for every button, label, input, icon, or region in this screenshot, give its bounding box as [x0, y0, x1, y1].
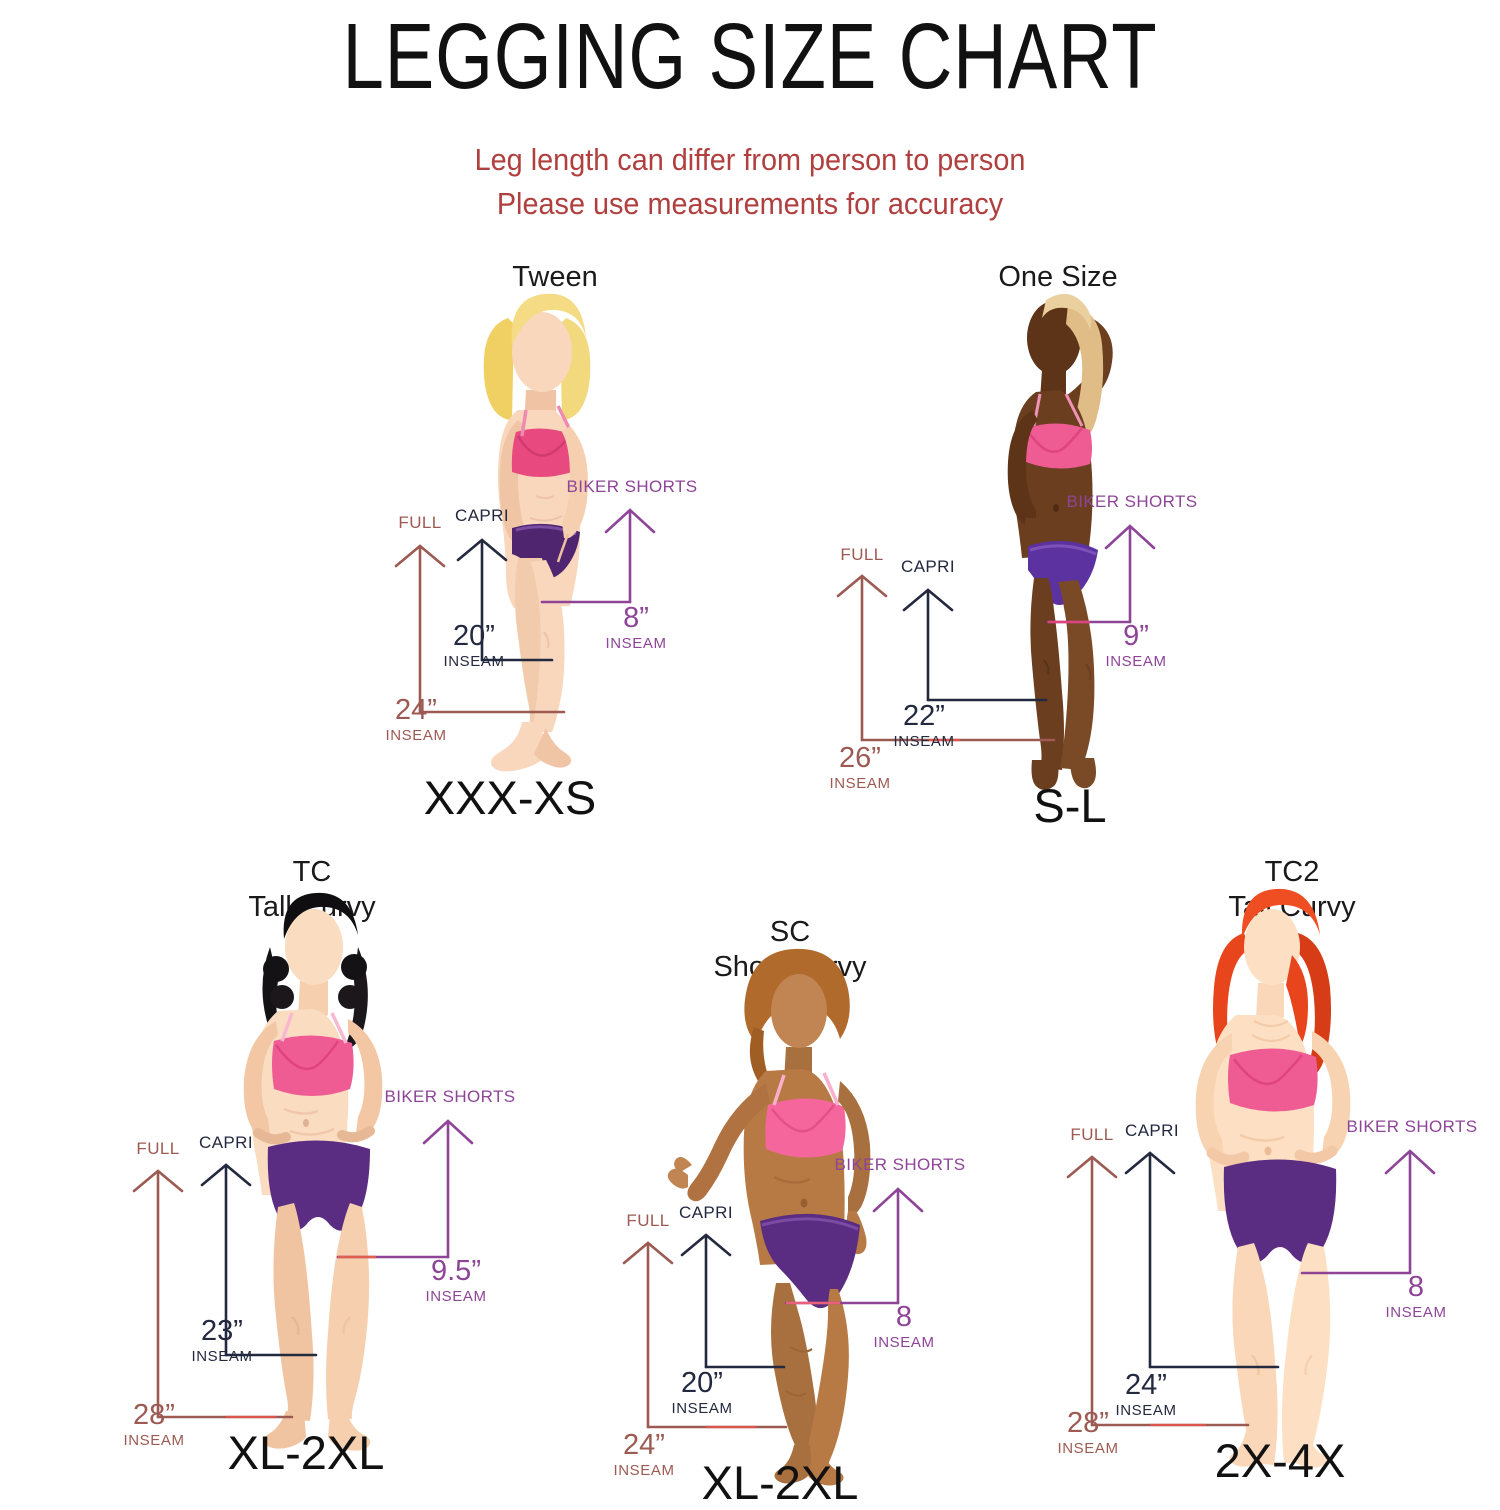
- legend-capri-tween: CAPRI: [455, 506, 509, 525]
- legend-biker-short-curvy: BIKER SHORTS: [834, 1155, 966, 1174]
- full-inseam-tall-curvy: 28” INSEAM: [123, 1401, 184, 1452]
- legend-biker-one-size: BIKER SHORTS: [1066, 492, 1198, 511]
- size-label-tall-curvy: XL-2XL: [227, 1426, 385, 1479]
- full-inseam-value: 24”: [395, 694, 437, 726]
- inseam-word: INSEAM: [1057, 1440, 1119, 1457]
- biker-inseam-one-size: 9” INSEAM: [1105, 622, 1166, 673]
- full-inseam-value: 26”: [839, 742, 881, 774]
- inseam-word: INSEAM: [829, 775, 891, 792]
- biker-inseam-value: 8: [1407, 1271, 1425, 1303]
- capri-inseam-tall-curvy: 23” INSEAM: [191, 1317, 252, 1368]
- full-inseam-short-curvy: 24” INSEAM: [613, 1431, 674, 1482]
- legend-full-short-curvy: FULL: [626, 1211, 670, 1230]
- capri-inseam-tween: 20” INSEAM: [443, 622, 504, 673]
- legend-full-tween: FULL: [398, 513, 442, 532]
- biker-inseam-tall-curvy-2: 8 INSEAM: [1385, 1273, 1446, 1324]
- capri-inseam-value: 20”: [681, 1367, 723, 1399]
- legend-capri-short-curvy: CAPRI: [679, 1203, 733, 1222]
- inseam-word: INSEAM: [443, 653, 505, 670]
- page-title: LEGGING SIZE CHART: [342, 4, 1158, 108]
- full-inseam-value: 24”: [623, 1429, 665, 1461]
- figure-title-tween: Tween: [512, 261, 598, 293]
- inseam-word: INSEAM: [1105, 653, 1167, 670]
- inseam-word: INSEAM: [191, 1348, 253, 1365]
- capri-inseam-value: 23”: [201, 1315, 243, 1347]
- inseam-word: INSEAM: [873, 1334, 935, 1351]
- capri-inseam-value: 20”: [453, 620, 495, 652]
- figure-panel-tall-curvy-2: TC2 Tall Curvy: [1040, 855, 1490, 1487]
- inseam-word: INSEAM: [613, 1462, 675, 1479]
- biker-inseam-tween: 8” INSEAM: [605, 604, 666, 655]
- inseam-word: INSEAM: [123, 1432, 185, 1449]
- biker-inseam-tall-curvy: 9.5” INSEAM: [425, 1257, 486, 1308]
- subtitle-line-1: Leg length can differ from person to per…: [474, 142, 1026, 177]
- figure-title-line-1: TC2: [1264, 856, 1320, 888]
- inseam-word: INSEAM: [1115, 1402, 1177, 1419]
- illustration-tween: [394, 293, 656, 772]
- inseam-word: INSEAM: [425, 1288, 487, 1305]
- inseam-word: INSEAM: [385, 727, 447, 744]
- biker-inseam-value: 9.5”: [431, 1255, 481, 1287]
- size-label-short-curvy: XL-2XL: [701, 1456, 859, 1509]
- full-inseam-tall-curvy-2: 28” INSEAM: [1057, 1409, 1118, 1460]
- inseam-word: INSEAM: [671, 1400, 733, 1417]
- full-inseam-one-size: 26” INSEAM: [829, 744, 890, 795]
- subtitle-line-2: Please use measurements for accuracy: [496, 186, 1004, 221]
- legend-full-tall-curvy: FULL: [136, 1139, 180, 1158]
- illustration-tall-curvy: [132, 892, 474, 1451]
- figure-panel-one-size: One Size: [800, 260, 1240, 832]
- biker-inseam-value: 8: [895, 1301, 913, 1333]
- legend-full-one-size: FULL: [840, 545, 884, 564]
- illustration-one-size: [836, 293, 1156, 790]
- biker-inseam-value: 8”: [623, 602, 649, 634]
- biker-inseam-short-curvy: 8 INSEAM: [873, 1303, 934, 1354]
- illustration-tall-curvy-2: [1066, 888, 1436, 1468]
- inseam-word: INSEAM: [1385, 1304, 1447, 1321]
- capri-inseam-value: 22”: [903, 700, 945, 732]
- capri-inseam-value: 24”: [1125, 1369, 1167, 1401]
- size-label-tall-curvy-2: 2X-4X: [1214, 1434, 1346, 1487]
- legend-biker-tween: BIKER SHORTS: [566, 477, 698, 496]
- figure-title-line-1: TC: [292, 856, 332, 888]
- full-inseam-value: 28”: [1067, 1407, 1109, 1439]
- capri-inseam-short-curvy: 20” INSEAM: [671, 1369, 732, 1420]
- inseam-word: INSEAM: [893, 733, 955, 750]
- figure-panel-tall-curvy: TC Tall Curvy: [100, 855, 560, 1479]
- legend-capri-one-size: CAPRI: [901, 557, 955, 576]
- legend-full-tall-curvy-2: FULL: [1070, 1125, 1114, 1144]
- figure-panel-short-curvy: SC Short Curvy: [590, 915, 1030, 1509]
- size-label-one-size: S-L: [1033, 779, 1107, 832]
- legend-capri-tall-curvy: CAPRI: [199, 1133, 253, 1152]
- inseam-word: INSEAM: [605, 635, 667, 652]
- full-inseam-value: 28”: [133, 1399, 175, 1431]
- full-inseam-tween: 24” INSEAM: [385, 696, 446, 747]
- capri-inseam-one-size: 22” INSEAM: [893, 702, 954, 753]
- biker-inseam-value: 9”: [1123, 620, 1149, 652]
- size-label-tween: XXX-XS: [423, 771, 597, 824]
- figure-title-one-size: One Size: [998, 261, 1118, 293]
- illustration-short-curvy: [622, 948, 924, 1486]
- legend-capri-tall-curvy-2: CAPRI: [1125, 1121, 1179, 1140]
- legend-biker-tall-curvy-2: BIKER SHORTS: [1346, 1117, 1478, 1136]
- figure-title-line-1: SC: [769, 916, 811, 948]
- figure-panel-tween: Tween: [330, 260, 750, 824]
- legend-biker-tall-curvy: BIKER SHORTS: [384, 1087, 516, 1106]
- capri-inseam-tall-curvy-2: 24” INSEAM: [1115, 1371, 1176, 1422]
